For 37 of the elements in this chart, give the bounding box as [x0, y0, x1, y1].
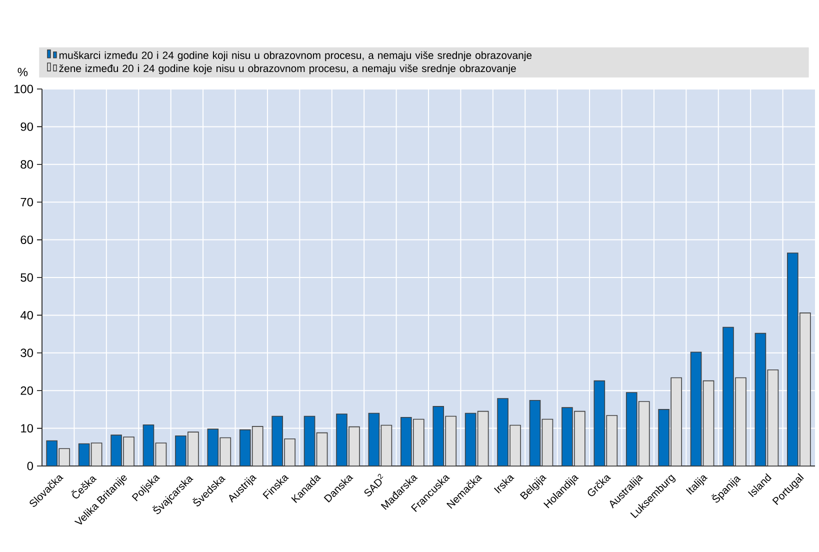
bar — [90, 442, 102, 466]
bar — [464, 412, 476, 466]
bar — [142, 424, 154, 466]
y-tick-label: 10 — [21, 424, 34, 433]
bar — [754, 332, 766, 466]
bar — [670, 377, 682, 466]
bar — [529, 400, 541, 466]
bar — [722, 326, 734, 466]
y-tick-label: 100 — [14, 84, 34, 94]
y-tick-label: 0 — [27, 462, 34, 470]
y-tick-label: 90 — [20, 122, 34, 131]
bar — [767, 369, 779, 466]
bar — [800, 312, 811, 466]
y-tick-label: 30 — [20, 348, 34, 358]
y-tick-label: 60 — [20, 236, 34, 244]
bar — [690, 352, 702, 466]
bar — [368, 412, 380, 466]
y-tick-label: 20 — [20, 386, 34, 395]
bar — [702, 380, 714, 466]
y-tick-label: 80 — [20, 160, 34, 169]
bar — [477, 410, 489, 466]
bar — [304, 416, 316, 466]
bar — [735, 377, 746, 466]
bar — [207, 428, 219, 466]
bar — [787, 252, 798, 466]
bar — [594, 380, 606, 466]
bar — [155, 442, 167, 466]
text: žene između 20 i 24 godine koje nisu u obrazovnom procesu, a nemaju više srednje obrazovanje — [59, 64, 516, 74]
y-axis-title: % — [18, 68, 28, 76]
bar — [316, 432, 328, 466]
y-tick-label: 40 — [20, 310, 34, 320]
y-tick-label: 70 — [20, 198, 34, 206]
bar — [380, 424, 392, 466]
bar — [542, 418, 554, 466]
legend-label: muškarci između 20 i 24 godine koji nisu u obrazovnom procesu, a nemaju više srednje obrazovanje — [60, 51, 532, 62]
y-tick-label: 50 — [20, 273, 34, 282]
bar — [78, 443, 90, 466]
